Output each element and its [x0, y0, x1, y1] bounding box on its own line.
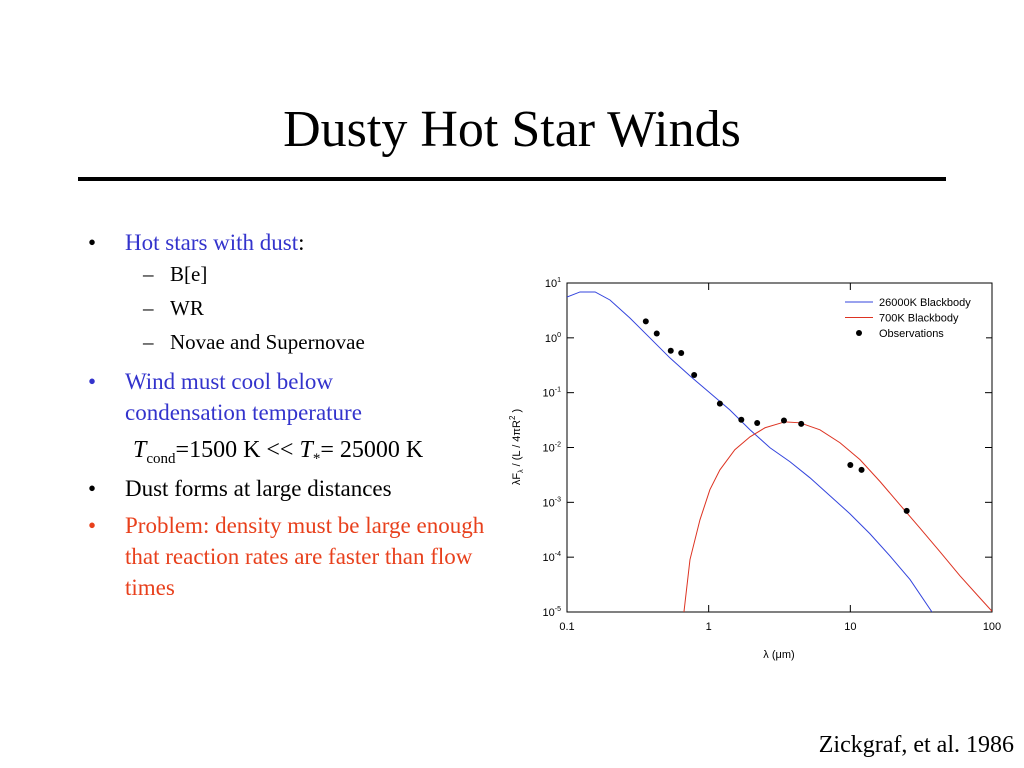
data-point — [780, 417, 787, 424]
citation: Zickgraf, et al. 1986 — [818, 732, 1014, 758]
y-tick-label: 100 — [545, 332, 561, 345]
series-line — [683, 421, 992, 612]
y-tick-base: 10 — [543, 607, 555, 619]
eq-subscript: cond — [146, 450, 176, 467]
y-label-part: λF — [511, 473, 523, 486]
x-tick-label: 1 — [706, 621, 712, 633]
y-tick-label: 10-1 — [543, 387, 562, 400]
data-point — [798, 420, 805, 427]
y-tick-base: 10 — [545, 278, 557, 290]
x-tick-label: 0.1 — [559, 621, 574, 633]
slide-title: Dusty Hot Star Winds — [283, 101, 741, 158]
y-tick-base: 10 — [543, 443, 555, 455]
legend-label: 700K Blackbody — [879, 313, 959, 325]
y-label-part: / (L / 4πR — [511, 420, 523, 469]
title-rule — [78, 177, 946, 181]
y-tick-exponent: -5 — [555, 606, 561, 613]
legend-marker — [856, 330, 862, 336]
data-point — [858, 466, 865, 473]
data-point — [667, 347, 674, 354]
y-tick-label: 10-3 — [543, 496, 562, 509]
data-point — [738, 416, 745, 423]
eq-symbol: T — [299, 437, 313, 463]
y-tick-base: 10 — [543, 552, 555, 564]
data-point — [716, 400, 723, 407]
data-point — [653, 330, 660, 337]
sub-bullet: Novae and Supernovae — [143, 330, 365, 355]
bullet: Hot stars with dust: — [88, 227, 305, 258]
y-tick-base: 10 — [543, 388, 555, 400]
y-tick-label: 10-5 — [543, 606, 562, 619]
bullet: Problem: density must be large enough th… — [88, 510, 487, 603]
data-point — [691, 371, 698, 378]
y-tick-exponent: 0 — [557, 332, 561, 339]
sub-bullet: B[e] — [143, 262, 208, 287]
x-tick-label: 10 — [844, 621, 856, 633]
data-point — [754, 419, 761, 426]
eq-text: = 25000 K — [320, 437, 424, 463]
x-axis-label: λ (μm) — [763, 649, 794, 661]
legend-label: Observations — [879, 328, 944, 340]
y-label-sub: λ — [518, 469, 525, 473]
bullet-highlight: Hot stars with dust — [125, 230, 299, 255]
y-label-part: ) — [511, 409, 523, 416]
eq-symbol: T — [133, 437, 147, 463]
eq-subscript: * — [312, 450, 321, 467]
data-point — [678, 349, 685, 356]
sub-bullet: WR — [143, 296, 204, 321]
y-label-sup: 2 — [508, 415, 517, 420]
y-tick-label: 101 — [545, 277, 561, 290]
y-tick-exponent: -1 — [555, 387, 561, 394]
data-point — [847, 461, 854, 468]
data-point — [642, 318, 649, 325]
y-tick-exponent: -2 — [555, 442, 561, 449]
legend-label: 26000K Blackbody — [879, 297, 971, 309]
y-tick-label: 10-4 — [543, 551, 562, 564]
y-tick-label: 10-2 — [543, 442, 562, 455]
bullet-text: : — [298, 230, 305, 255]
y-tick-exponent: -4 — [555, 551, 561, 558]
data-point — [903, 507, 910, 514]
bullet: Wind must cool below condensation temper… — [88, 366, 425, 428]
y-tick-exponent: 1 — [557, 277, 561, 284]
equation: Tcond=1500 K << T*= 25000 K — [133, 437, 423, 468]
bullet: Dust forms at large distances — [88, 473, 392, 504]
eq-text: =1500 K << — [175, 437, 300, 463]
y-tick-base: 10 — [543, 497, 555, 509]
y-tick-exponent: -3 — [555, 496, 561, 503]
y-tick-base: 10 — [545, 333, 557, 345]
y-axis-label: λFλ / (L / 4πR2 ) — [508, 409, 525, 485]
x-tick-label: 100 — [983, 621, 1001, 633]
